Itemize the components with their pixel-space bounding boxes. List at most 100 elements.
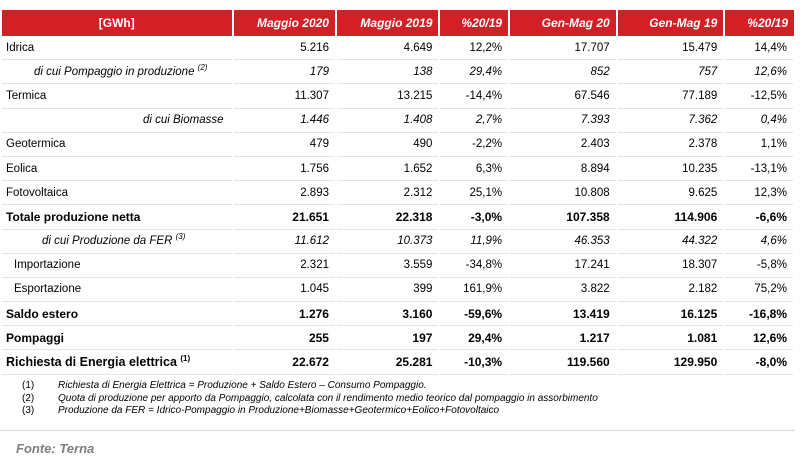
table-cell: 3.160 (335, 301, 441, 327)
table-cell: 0,4% (724, 108, 795, 133)
header-maggio-2020: Maggio 2020 (232, 10, 337, 36)
table-row: Idrica 5.216 4.649 12,2% 17.707 15.479 14,4% (2, 36, 795, 61)
footnote-text: Quota di produzione per apporto da Pompa… (58, 392, 598, 404)
table-cell: 107.358 (509, 204, 618, 230)
energy-table: [GWh] Maggio 2020 Maggio 2019 %20/19 Gen… (2, 10, 795, 375)
table-cell: 1.408 (335, 108, 441, 133)
table-cell: 1.446 (232, 108, 337, 133)
row-label-text: Esportazione (14, 283, 82, 296)
table-row: di cui Pompaggio in produzione (2) 179 138… (2, 59, 795, 85)
table-cell: 77.189 (616, 83, 726, 109)
table-cell: 161,9% (439, 277, 511, 303)
row-label: Richiesta di Energia elettrica (1) (2, 349, 234, 375)
table-cell: -16,8% (724, 301, 795, 327)
table-cell: 17.241 (509, 253, 618, 278)
row-label-text: Eolica (6, 162, 38, 175)
table-cell: 14,4% (724, 36, 795, 61)
header-gen-mag-19: Gen-Mag 19 (616, 10, 726, 36)
row-label-text: Richiesta di Energia elettrica (6, 355, 177, 370)
table-cell: 21.651 (232, 204, 337, 230)
table-cell: 399 (335, 277, 441, 303)
table-row: Termica 11.307 13.215 -14,4% 67.546 77.189 -12… (2, 83, 795, 109)
table-body: Idrica 5.216 4.649 12,2% 17.707 15.479 14,4% di… (2, 36, 795, 375)
row-label: Fotovoltaica (2, 180, 234, 206)
table-cell: 8.894 (509, 156, 618, 182)
footnote-number: (3) (22, 405, 35, 416)
source-credit: Fonte: Terna (16, 441, 95, 456)
row-label: Importazione (2, 253, 234, 278)
table-row: di cui Biomasse 1.446 1.408 2,7% 7.393 7.362 0… (2, 108, 795, 133)
header-pct-month: %20/19 (439, 10, 511, 36)
table-cell: 1.276 (232, 301, 337, 327)
table-row: Esportazione 1.045 399 161,9% 3.822 2.182 75,2… (2, 277, 795, 303)
table-cell: -13,1% (724, 156, 795, 182)
footnote-text: Richiesta di Energia Elettrica = Produzi… (58, 380, 427, 391)
table-cell: 11.307 (232, 83, 337, 109)
footnotes: (1) Richiesta di Energia Elettrica = Pro… (22, 380, 598, 418)
row-label: Pompaggi (2, 325, 234, 351)
table-cell: 138 (335, 59, 441, 85)
footnote-text: Produzione da FER = Idrico-Pompaggio in … (58, 405, 500, 416)
table-cell: -10,3% (439, 349, 511, 375)
table-row: Eolica 1.756 1.652 6,3% 8.894 10.235 -13,1% (2, 156, 795, 182)
table-row: Importazione 2.321 3.559 -34,8% 17.241 18.307… (2, 253, 795, 278)
row-label-text: di cui Produzione da FER (42, 235, 173, 248)
table-cell: -59,6% (439, 301, 511, 327)
row-label: Esportazione (2, 277, 234, 303)
row-label: Idrica (2, 36, 234, 61)
table-cell: 16.125 (616, 301, 726, 327)
row-label-text: Pompaggi (6, 330, 65, 345)
row-label-text: Totale produzione netta (6, 209, 141, 224)
footnote-1: (1) Richiesta di Energia Elettrica = Pro… (22, 380, 598, 393)
table-cell: -8,0% (724, 349, 795, 375)
row-label-text: Importazione (14, 259, 81, 272)
table-cell: 12,3% (724, 180, 795, 206)
row-label-text: di cui Biomasse (142, 114, 224, 127)
footnote-3: (3) Produzione da FER = Idrico-Pompaggio… (22, 405, 598, 418)
table-cell: 75,2% (724, 277, 795, 303)
table-cell: 10.235 (616, 156, 726, 182)
table-cell: 179 (232, 59, 337, 85)
table-cell: 2,7% (439, 108, 511, 133)
table-cell: 1.756 (232, 156, 337, 182)
table-cell: 479 (232, 132, 337, 157)
table-cell: 2.312 (335, 180, 441, 206)
table-cell: 852 (509, 59, 618, 85)
table-cell: 6,3% (439, 156, 511, 182)
row-label-text: Fotovoltaica (6, 186, 69, 199)
table-cell: 18.307 (616, 253, 726, 278)
table-cell: 9.625 (616, 180, 726, 206)
table-cell: 757 (616, 59, 726, 85)
table-cell: 22.318 (335, 204, 441, 230)
table-cell: 2.182 (616, 277, 726, 303)
table-cell: 10.373 (335, 229, 441, 254)
table-cell: -3,0% (439, 204, 511, 230)
table-cell: 46.353 (509, 229, 618, 254)
row-label: Termica (2, 83, 234, 109)
table-cell: 2.321 (232, 253, 337, 278)
table-cell: 13.419 (509, 301, 618, 327)
footnote-ref: (2) (197, 62, 208, 72)
header-pct-ytd: %20/19 (724, 10, 794, 36)
table-cell: 1,1% (724, 132, 795, 157)
header-unit: [GWh] (2, 10, 234, 36)
table-row: di cui Produzione da FER (3) 11.612 10.373… (2, 229, 795, 254)
table-cell: 490 (335, 132, 441, 157)
table-cell: 4,6% (724, 229, 795, 254)
table-cell: 25.281 (335, 349, 441, 375)
table-cell: 3.822 (509, 277, 618, 303)
table-cell: 4.649 (335, 36, 441, 61)
table-row: Geotermica 479 490 -2,2% 2.403 2.378 1,1% (2, 132, 795, 157)
table-cell: 11,9% (439, 229, 511, 254)
row-label-text: di cui Pompaggio in produzione (34, 65, 195, 78)
table-cell: 1.045 (232, 277, 337, 303)
header-maggio-2019: Maggio 2019 (335, 10, 441, 36)
table-cell: 12,2% (439, 36, 511, 61)
row-label: Totale produzione netta (2, 204, 234, 230)
table-cell: 29,4% (439, 325, 511, 351)
table-cell: -14,4% (439, 83, 511, 109)
table-cell: 10.808 (509, 180, 618, 206)
table-cell: 7.393 (509, 108, 618, 133)
table-cell: 7.362 (616, 108, 726, 133)
